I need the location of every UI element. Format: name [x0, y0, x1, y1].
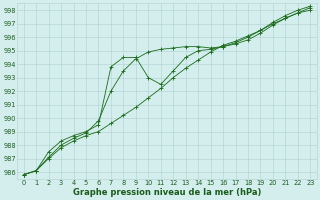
X-axis label: Graphe pression niveau de la mer (hPa): Graphe pression niveau de la mer (hPa) — [73, 188, 261, 197]
